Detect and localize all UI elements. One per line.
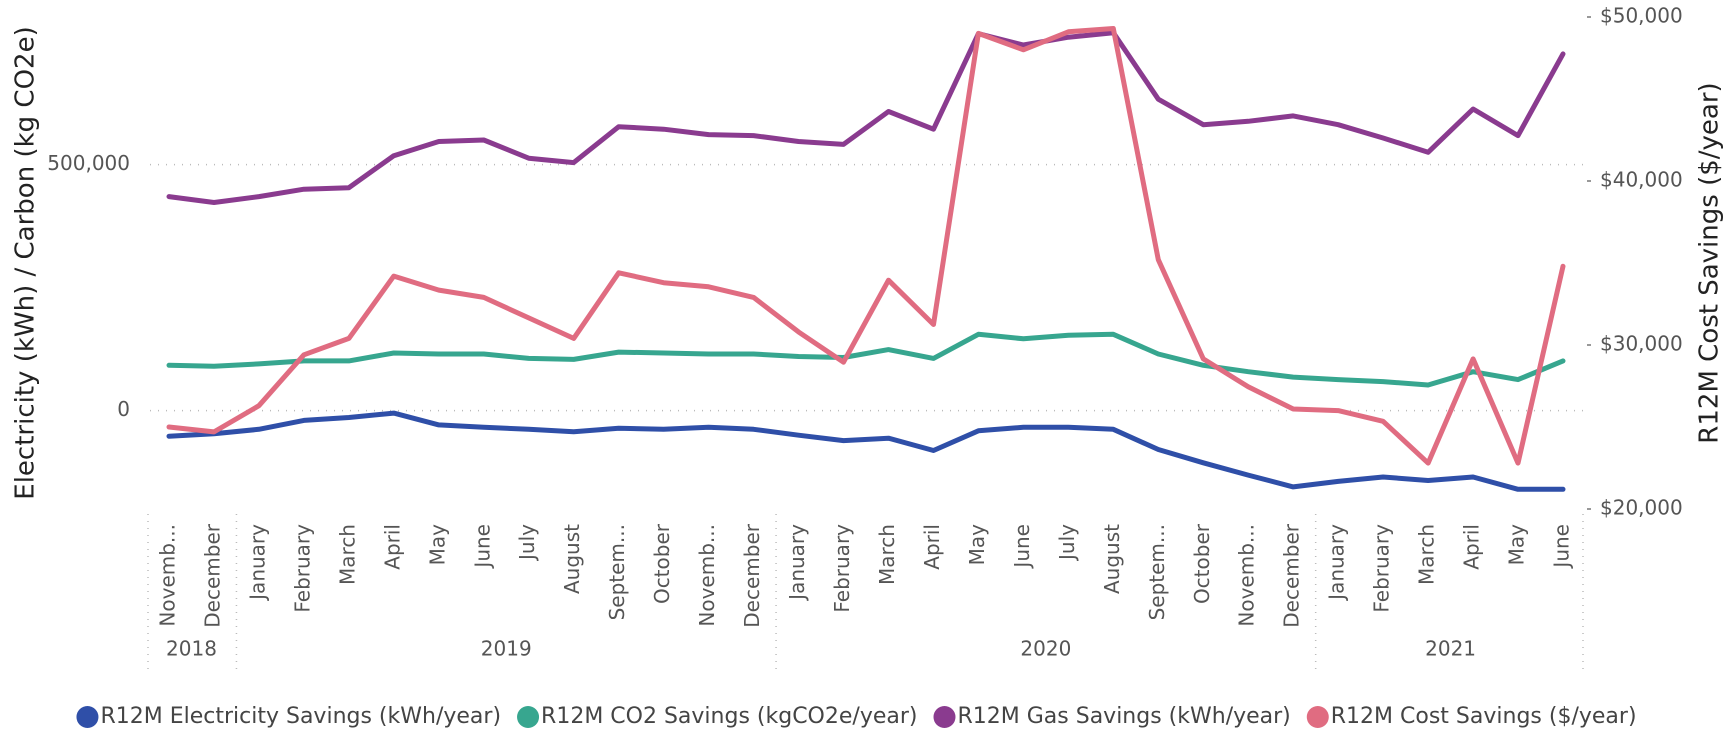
x-tick-label: October: [1190, 523, 1214, 604]
x-tick-label: August: [560, 524, 584, 594]
x-tick-label: March: [335, 524, 359, 585]
series-line: [166, 410, 1566, 492]
x-group-label: 2019: [481, 637, 532, 661]
x-tick-label: May: [1505, 524, 1529, 566]
legend-label: R12M CO2 Savings (kgCO2e/year): [541, 704, 917, 729]
x-tick-label: July: [515, 524, 539, 562]
x-tick-label: July: [1055, 524, 1079, 562]
x-tick-label: April: [1460, 524, 1484, 570]
x-tick-label: December: [740, 523, 764, 627]
y2-tick-label: $20,000: [1600, 496, 1683, 520]
x-tick-label: February: [1370, 524, 1394, 613]
x-tick-label: May: [425, 524, 449, 566]
x-tick-label: August: [1100, 524, 1124, 594]
series-line: [166, 30, 1566, 205]
x-tick-label: February: [830, 524, 854, 613]
x-tick-label: March: [1415, 524, 1439, 585]
x-tick-label: February: [290, 524, 314, 613]
y-axis-title: Electricity (kWh) / Carbon (kg CO2e): [11, 26, 41, 499]
x-group-label: 2018: [166, 637, 217, 661]
legend-marker: [933, 706, 956, 728]
x-tick-label: December: [200, 523, 224, 627]
legend-label: R12M Cost Savings ($/year): [1331, 704, 1637, 729]
legend-marker: [1306, 706, 1329, 728]
x-tick-label: June: [1010, 524, 1034, 570]
x-tick-label: June: [470, 524, 494, 570]
series-line: [166, 331, 1566, 388]
legend-marker: [517, 706, 540, 728]
x-tick-label: Septem...: [605, 524, 629, 620]
y2-tick-label: $30,000: [1600, 332, 1683, 356]
y2-tick-label: $40,000: [1600, 168, 1683, 192]
x-tick-label: January: [245, 524, 269, 602]
x-tick-label: January: [1325, 524, 1349, 602]
x-tick-label: Novemb...: [695, 524, 719, 627]
x-tick-label: May: [965, 524, 989, 566]
legend-label: R12M Electricity Savings (kWh/year): [100, 704, 501, 729]
x-tick-label: June: [1550, 524, 1574, 570]
y-tick-label: 500,000: [47, 151, 130, 175]
x-tick-label: December: [1280, 523, 1304, 627]
x-tick-label: Septem...: [1145, 524, 1169, 620]
y-tick-label: 0: [117, 397, 130, 421]
x-group-label: 2020: [1020, 637, 1071, 661]
y2-axis-title: R12M Cost Savings ($/year): [1695, 82, 1725, 443]
legend: R12M Electricity Savings (kWh/year) R12M …: [76, 704, 1637, 729]
x-tick-label: March: [875, 524, 899, 585]
x-tick-label: Novemb...: [1235, 524, 1259, 627]
series-line: [166, 26, 1566, 466]
legend-marker: [76, 706, 99, 728]
x-group-label: 2021: [1425, 637, 1476, 661]
x-tick-label: Novemb...: [156, 524, 180, 627]
x-tick-label: April: [920, 524, 944, 570]
x-tick-label: January: [785, 524, 809, 602]
y2-tick-label: $50,000: [1600, 4, 1683, 28]
legend-label: R12M Gas Savings (kWh/year): [957, 704, 1290, 729]
x-tick-label: April: [380, 524, 404, 570]
x-tick-label: October: [650, 523, 674, 604]
